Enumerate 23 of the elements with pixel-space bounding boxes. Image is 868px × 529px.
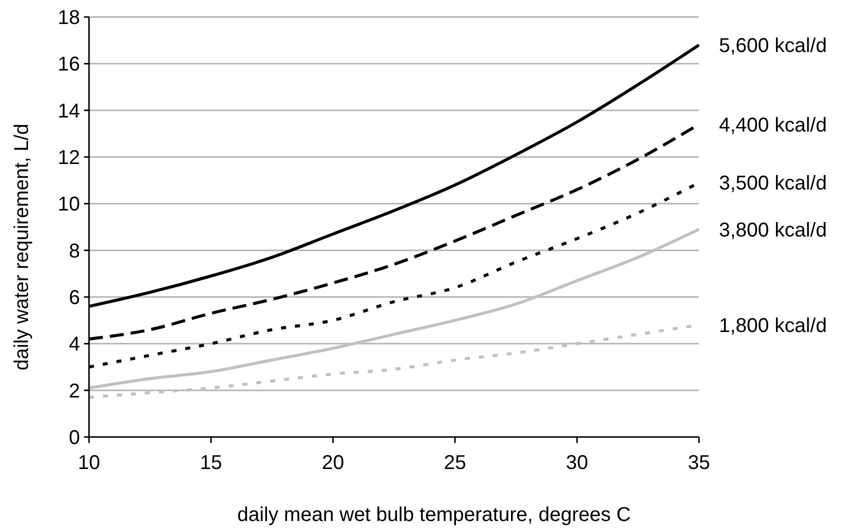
series-label: 3,500 kcal/d bbox=[719, 172, 827, 195]
y-tick-label: 2 bbox=[68, 380, 80, 402]
y-tick-label: 0 bbox=[68, 427, 80, 449]
x-axis-title: daily mean wet bulb temperature, degrees C bbox=[237, 504, 631, 526]
y-tick-label: 6 bbox=[68, 287, 80, 309]
x-tick-label: 15 bbox=[200, 452, 222, 474]
series-label: 3,800 kcal/d bbox=[719, 219, 827, 242]
x-tick-label: 30 bbox=[566, 452, 588, 474]
y-tick-label: 18 bbox=[58, 7, 80, 29]
y-tick-label: 12 bbox=[58, 147, 80, 169]
line-series bbox=[88, 228, 700, 390]
x-tick-label: 20 bbox=[322, 452, 344, 474]
y-tick-label: 16 bbox=[58, 54, 80, 76]
series-label: 5,600 kcal/d bbox=[719, 35, 827, 57]
x-tick-label: 35 bbox=[688, 452, 710, 474]
y-tick-label: 10 bbox=[58, 194, 80, 216]
y-tick-label: 14 bbox=[58, 100, 80, 122]
x-tick-label: 25 bbox=[444, 452, 466, 474]
y-axis-title: daily water requirement, L/d bbox=[11, 124, 33, 370]
y-tick-label: 8 bbox=[68, 240, 80, 262]
series-label: 1,800 kcal/d bbox=[719, 315, 827, 337]
y-tick-label: 4 bbox=[68, 334, 80, 356]
series-label: 4,400 kcal/d bbox=[719, 114, 827, 136]
